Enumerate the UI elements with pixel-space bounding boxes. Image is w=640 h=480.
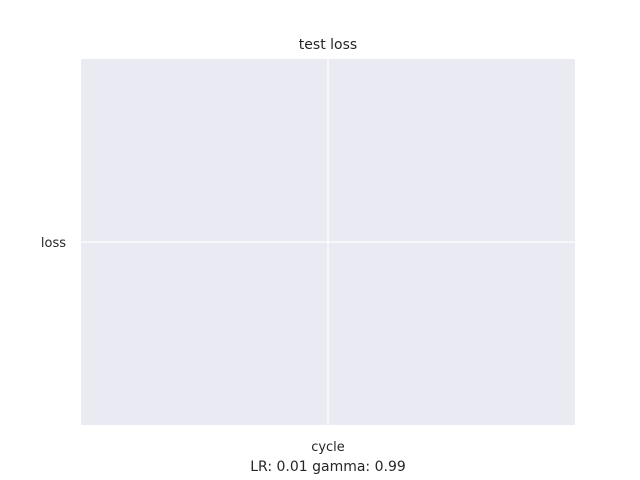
chart-title: test loss — [299, 37, 357, 53]
x-axis-label: cycle — [311, 440, 345, 455]
y-tick-label-loss: loss — [41, 236, 66, 251]
footer-caption: LR: 0.01 gamma: 0.99 — [250, 459, 406, 475]
